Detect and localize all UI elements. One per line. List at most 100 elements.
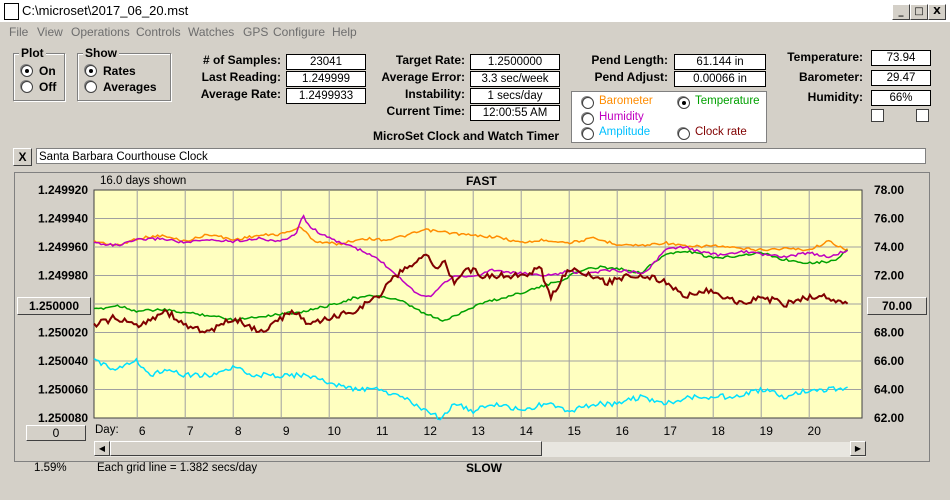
series-barometer-label[interactable]: Barometer — [599, 95, 653, 107]
show-rates-label[interactable]: Rates — [103, 64, 136, 78]
x-tick: 18 — [712, 424, 726, 438]
x-tick: 14 — [520, 424, 534, 438]
x-tick: 20 — [808, 424, 822, 438]
slow-label: SLOW — [466, 461, 502, 475]
clock-name-input[interactable]: Santa Barbara Courthouse Clock — [36, 148, 926, 164]
scroll-right-button[interactable]: ▶ — [850, 441, 866, 456]
menu-gps[interactable]: GPS — [243, 25, 269, 39]
series-barometer-radio[interactable] — [582, 97, 594, 109]
scroll-thumb[interactable] — [110, 441, 542, 456]
y-left-tick: 1.249960 — [38, 240, 88, 254]
series-line-humidity — [93, 214, 849, 298]
menu-help[interactable]: Help — [332, 25, 357, 39]
center-rate-button[interactable]: 1.250000 — [17, 297, 91, 315]
x-tick: 8 — [235, 424, 242, 438]
close-clock-button[interactable]: X — [13, 148, 32, 166]
y-left-tick: 1.249940 — [38, 212, 88, 226]
fast-label: FAST — [466, 174, 497, 188]
last-reading-value: 1.249999 — [286, 71, 366, 87]
series-temperature-label[interactable]: Temperature — [695, 95, 760, 107]
option-checkbox-2[interactable] — [916, 109, 929, 122]
pend-adjust-label: Pend Adjust: — [594, 70, 668, 84]
show-rates-radio[interactable] — [85, 65, 97, 77]
series-amplitude-radio[interactable] — [582, 128, 594, 140]
y-right-tick: 76.00 — [874, 212, 904, 226]
menu-configure[interactable]: Configure — [273, 25, 326, 39]
window-title: C:\microset\2017_06_20.mst — [22, 3, 189, 18]
y-left-tick: 1.250080 — [38, 411, 88, 425]
y-right-tick: 72.00 — [874, 269, 904, 283]
last-reading-label: Last Reading: — [201, 70, 281, 84]
y-right-tick: 68.00 — [874, 326, 904, 340]
x-tick: 10 — [328, 424, 342, 438]
maximize-button[interactable]: □ — [910, 4, 928, 20]
target-rate-value: 1.2500000 — [470, 54, 560, 70]
plot-on-label[interactable]: On — [39, 64, 56, 78]
y-left-tick: 1.249980 — [38, 269, 88, 283]
menu-file[interactable]: File — [9, 25, 29, 39]
show-group — [77, 53, 171, 101]
humidity-label: Humidity: — [807, 90, 863, 104]
pend-length-value: 61.144 in — [674, 54, 766, 70]
y-right-tick: 62.00 — [874, 411, 904, 425]
title-bar: C:\microset\2017_06_20.mst _ □ X — [0, 0, 950, 23]
series-clockrate-label[interactable]: Clock rate — [695, 126, 747, 138]
x-tick: 12 — [424, 424, 438, 438]
menu-watches[interactable]: Watches — [188, 25, 235, 39]
plot-off-label[interactable]: Off — [39, 80, 57, 94]
temperature-value: 73.94 — [871, 50, 931, 66]
center-secondary-button[interactable]: 70.00 — [867, 297, 927, 315]
y-left-tick: 1.249920 — [38, 183, 88, 197]
app-icon — [4, 3, 19, 20]
x-tick: 15 — [568, 424, 582, 438]
average-rate-label: Average Rate: — [200, 87, 281, 101]
grid-note: Each grid line = 1.382 secs/day — [97, 462, 258, 474]
plot-on-radio[interactable] — [21, 65, 33, 77]
plot-group-title: Plot — [19, 46, 46, 60]
instability-label: Instability: — [404, 87, 465, 101]
current-time-value: 12:00:55 AM — [470, 105, 560, 121]
average-error-label: Average Error: — [381, 70, 465, 84]
percent-label: 1.59% — [34, 462, 67, 474]
x-tick: 19 — [760, 424, 774, 438]
x-tick: 17 — [664, 424, 678, 438]
pend-adjust-value: 0.00066 in — [674, 71, 766, 87]
samples-value: 23041 — [286, 54, 366, 70]
series-clockrate-radio[interactable] — [678, 128, 690, 140]
day-label: Day: — [95, 424, 119, 436]
series-amplitude-label[interactable]: Amplitude — [599, 126, 651, 138]
close-window-button[interactable]: X — [928, 4, 946, 20]
average-error-value: 3.3 sec/week — [470, 71, 560, 87]
series-humidity-radio[interactable] — [582, 113, 594, 125]
series-line-amplitude — [93, 357, 848, 421]
menu-controls[interactable]: Controls — [136, 25, 181, 39]
samples-label: # of Samples: — [202, 53, 281, 67]
app-caption: MicroSet Clock and Watch Timer — [373, 129, 560, 143]
series-temperature-radio[interactable] — [678, 97, 690, 109]
plot-off-radio[interactable] — [21, 81, 33, 93]
x-tick: 6 — [139, 424, 146, 438]
menu-bar: File View Operations Controls Watches GP… — [0, 22, 950, 42]
option-checkbox-1[interactable] — [871, 109, 884, 122]
show-averages-label[interactable]: Averages — [103, 80, 157, 94]
series-selector — [571, 91, 767, 143]
y-left-tick: 1.250060 — [38, 383, 88, 397]
series-line-temperature — [93, 249, 849, 322]
y-right-tick: 74.00 — [874, 240, 904, 254]
scroll-left-button[interactable]: ◀ — [94, 441, 110, 456]
y-left-tick: 1.250040 — [38, 354, 88, 368]
y-left-tick: 1.250020 — [38, 326, 88, 340]
barometer-value: 29.47 — [871, 70, 931, 86]
y-right-tick: 64.00 — [874, 383, 904, 397]
series-line-barometer — [93, 225, 848, 252]
average-rate-value: 1.2499933 — [286, 88, 366, 104]
x-tick: 9 — [283, 424, 290, 438]
menu-operations[interactable]: Operations — [71, 25, 130, 39]
series-humidity-label[interactable]: Humidity — [599, 111, 644, 123]
menu-view[interactable]: View — [37, 25, 63, 39]
target-rate-label: Target Rate: — [395, 53, 465, 67]
zero-button[interactable]: 0 — [26, 425, 86, 441]
minimize-button[interactable]: _ — [892, 4, 910, 20]
show-averages-radio[interactable] — [85, 81, 97, 93]
